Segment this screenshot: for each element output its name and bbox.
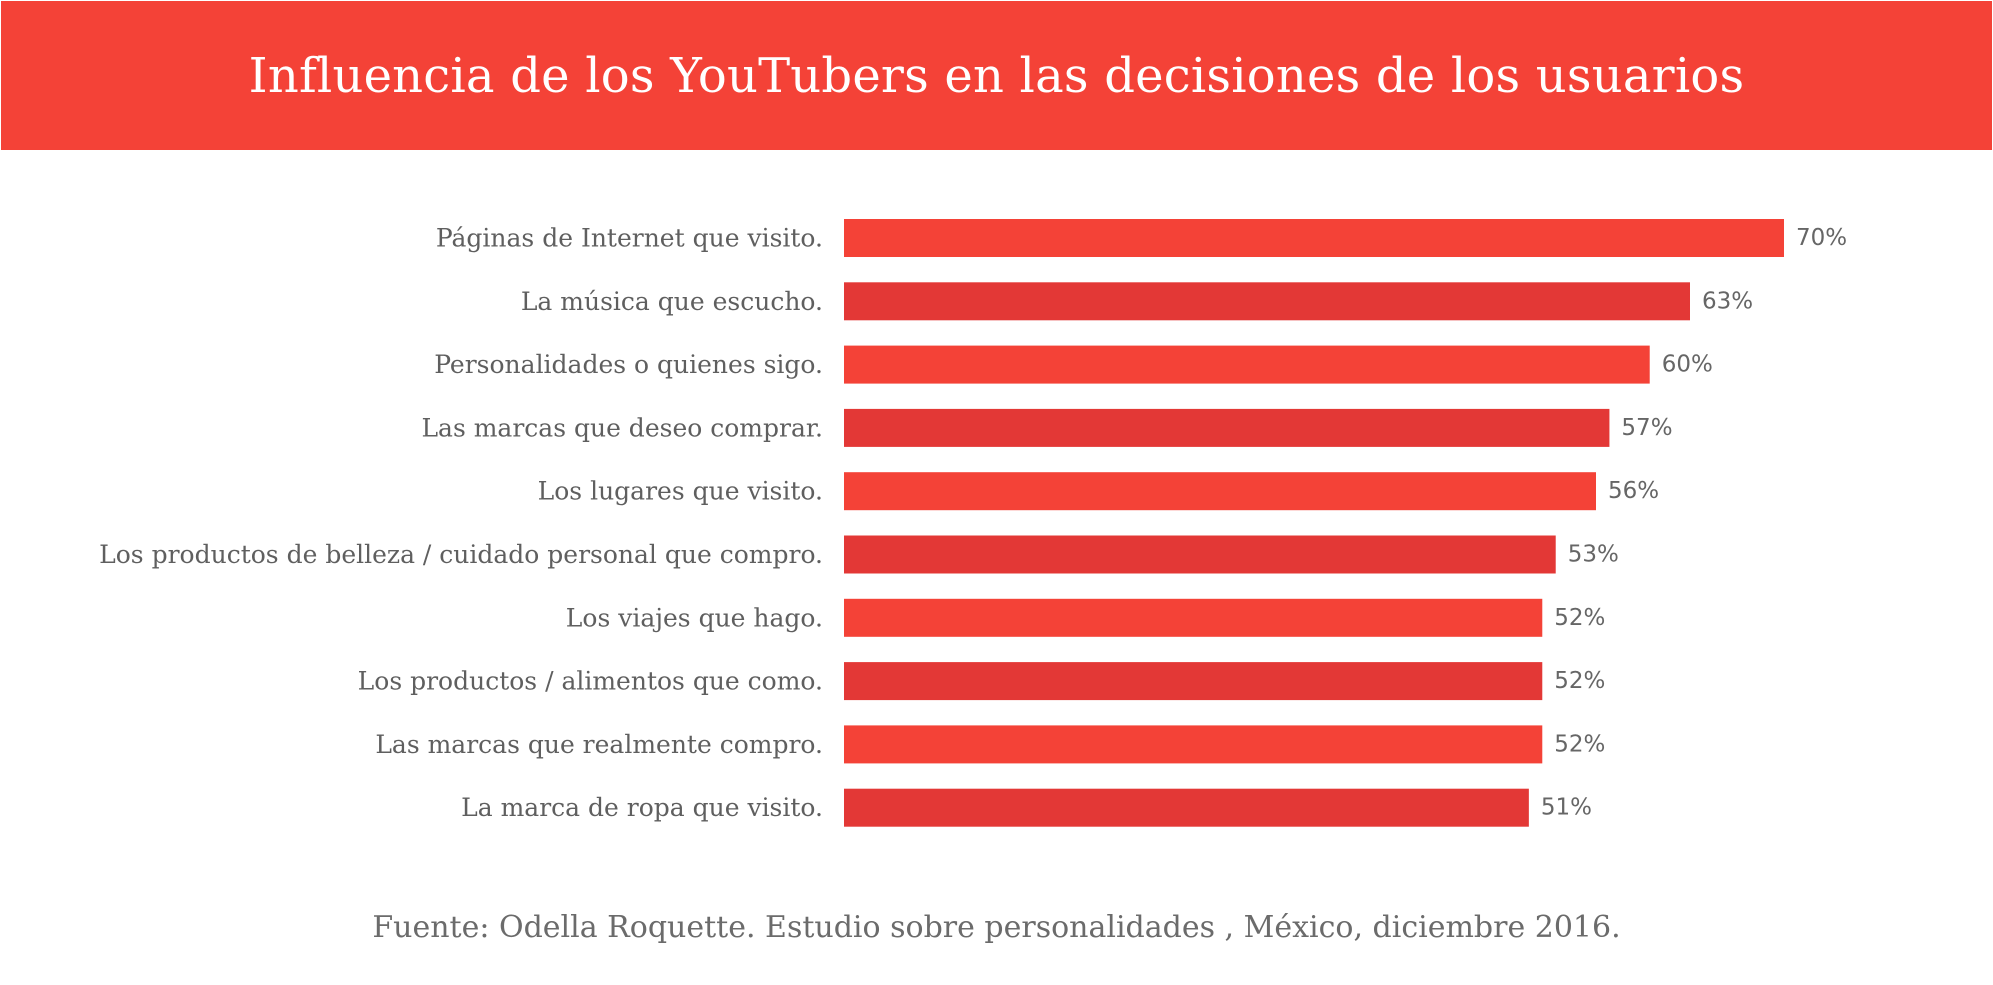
- category-label: Los lugares que visito.: [538, 477, 823, 506]
- category-label: Personalidades o quienes sigo.: [434, 350, 823, 379]
- value-label: 53%: [1568, 542, 1619, 568]
- value-label: 63%: [1702, 288, 1753, 314]
- bar: [844, 219, 1784, 257]
- category-label: La marca de ropa que visito.: [461, 793, 823, 822]
- bar: [844, 598, 1543, 637]
- bar: [844, 472, 1596, 511]
- value-label: 60%: [1662, 352, 1713, 378]
- bar-row: Personalidades o quienes sigo. 60%: [434, 345, 1713, 384]
- category-label: La música que escucho.: [521, 287, 823, 316]
- bar: [844, 282, 1690, 321]
- value-label: 52%: [1554, 731, 1605, 757]
- bar: [844, 662, 1543, 701]
- title-banner: Influencia de los YouTubers en las decis…: [1, 1, 1992, 150]
- category-label: Los productos / alimentos que como.: [358, 667, 823, 696]
- category-label: Las marcas que deseo comprar.: [421, 413, 823, 442]
- value-label: 52%: [1554, 668, 1605, 694]
- bar: [844, 535, 1556, 574]
- bar-row: La música que escucho. 63%: [521, 282, 1753, 321]
- value-label: 57%: [1621, 415, 1672, 441]
- bar-row: Los productos / alimentos que como. 52%: [358, 662, 1605, 701]
- value-label: 56%: [1608, 478, 1659, 504]
- bar: [844, 345, 1650, 384]
- category-label: Páginas de Internet que visito.: [436, 224, 823, 253]
- chart-title: Influencia de los YouTubers en las decis…: [248, 47, 1745, 104]
- bar-row: Los viajes que hago. 52%: [566, 598, 1605, 637]
- bar-row: Las marcas que realmente compro. 52%: [375, 725, 1605, 764]
- bar-row: Los productos de belleza / cuidado perso…: [99, 535, 1619, 574]
- source-note: Fuente: Odella Roquette. Estudio sobre p…: [372, 910, 1621, 945]
- category-label: Los viajes que hago.: [566, 603, 823, 632]
- value-label: 51%: [1541, 795, 1592, 821]
- bar: [844, 725, 1543, 764]
- bar-row: Páginas de Internet que visito. 70%: [436, 219, 1847, 257]
- bar-row: Los lugares que visito. 56%: [538, 472, 1659, 511]
- bar-row: La marca de ropa que visito. 51%: [461, 788, 1592, 827]
- bar-chart: Páginas de Internet que visito. 70% La mús…: [99, 219, 1847, 827]
- bar-row: Las marcas que deseo comprar. 57%: [421, 408, 1673, 447]
- value-label: 52%: [1554, 605, 1605, 631]
- category-label: Los productos de belleza / cuidado perso…: [99, 540, 823, 569]
- value-label: 70%: [1796, 225, 1847, 251]
- category-label: Las marcas que realmente compro.: [375, 730, 823, 759]
- bar: [844, 788, 1529, 827]
- bar: [844, 408, 1610, 447]
